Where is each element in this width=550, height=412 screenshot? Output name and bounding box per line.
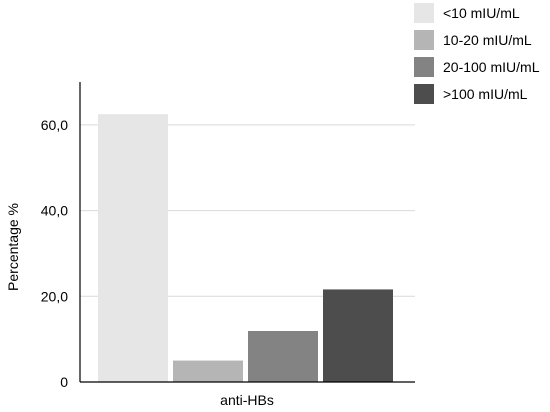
bar-4 bbox=[323, 289, 393, 382]
x-axis-title: anti-HBs bbox=[220, 392, 274, 408]
legend-swatch bbox=[414, 57, 434, 77]
legend-swatch bbox=[414, 3, 434, 23]
bar-2 bbox=[173, 360, 243, 382]
legend-label: 10-20 mIU/mL bbox=[443, 32, 532, 48]
y-tick-label: 60,0 bbox=[41, 117, 68, 133]
legend: <10 mIU/mL 10-20 mIU/mL 20-100 mIU/mL >100 … bbox=[414, 3, 540, 104]
y-tick-label: 0 bbox=[60, 374, 68, 390]
legend-swatch bbox=[414, 30, 434, 50]
legend-label: >100 mIU/mL bbox=[443, 86, 528, 102]
y-axis-title: Percentage % bbox=[5, 203, 21, 291]
legend-swatch bbox=[414, 84, 434, 104]
bar-3 bbox=[248, 331, 318, 382]
legend-label: 20-100 mIU/mL bbox=[443, 59, 540, 75]
bars bbox=[98, 114, 393, 383]
y-tick-label: 20,0 bbox=[41, 288, 68, 304]
y-tick-labels: 0 20,0 40,0 60,0 bbox=[41, 117, 68, 390]
y-tick-label: 40,0 bbox=[41, 203, 68, 219]
legend-label: <10 mIU/mL bbox=[443, 5, 520, 21]
bar-1 bbox=[98, 114, 168, 383]
